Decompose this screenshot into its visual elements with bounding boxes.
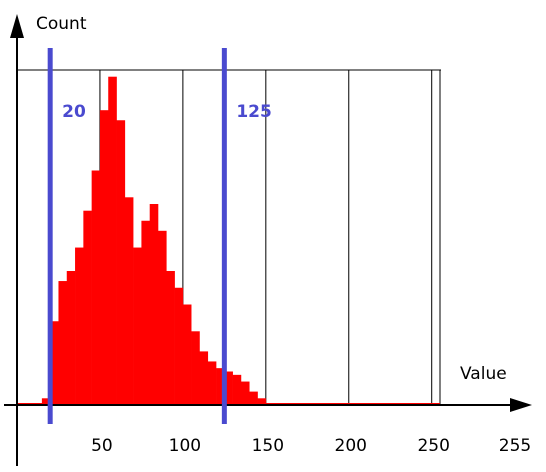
histogram-bar (199, 351, 209, 405)
histogram-bar (240, 381, 250, 405)
histogram-bar (133, 247, 142, 405)
histogram-bar (141, 220, 151, 405)
x-tick-label: 250 (417, 436, 449, 456)
histogram-bar (99, 110, 109, 405)
histogram-bar (66, 271, 76, 405)
x-tick-label: 100 (169, 436, 201, 456)
histogram-bar (232, 374, 242, 405)
threshold-label: 125 (236, 102, 272, 122)
histogram-bar (158, 230, 167, 405)
histogram-bar (166, 271, 175, 405)
x-tick-label: 255 (499, 436, 531, 456)
histogram-bar (50, 321, 59, 405)
histogram-bar (207, 361, 217, 405)
y-axis-label: Count (36, 14, 87, 34)
histogram-bar (124, 197, 134, 405)
histogram-bar (116, 120, 126, 405)
x-axis-label: Value (460, 364, 507, 384)
x-tick-label: 50 (91, 436, 113, 456)
x-tick-label: 150 (252, 436, 284, 456)
histogram-bar (174, 287, 184, 405)
histogram-bar (224, 371, 233, 405)
histogram-bar (58, 281, 68, 405)
histogram-bar (83, 210, 92, 405)
x-axis-arrow (510, 398, 532, 412)
x-tick-label: 200 (335, 436, 367, 456)
histogram-bar (149, 204, 159, 405)
histogram-bar (91, 170, 101, 405)
histogram-bar (41, 398, 51, 405)
histogram-bar (249, 391, 258, 405)
histogram-bar (75, 247, 84, 405)
histogram-bar (108, 76, 117, 405)
threshold-label: 20 (62, 102, 86, 122)
histogram-bar (216, 368, 225, 405)
histogram-bar (257, 398, 267, 405)
histogram-bar (182, 304, 192, 405)
y-axis-arrow (10, 14, 24, 38)
histogram-bar (191, 331, 200, 405)
